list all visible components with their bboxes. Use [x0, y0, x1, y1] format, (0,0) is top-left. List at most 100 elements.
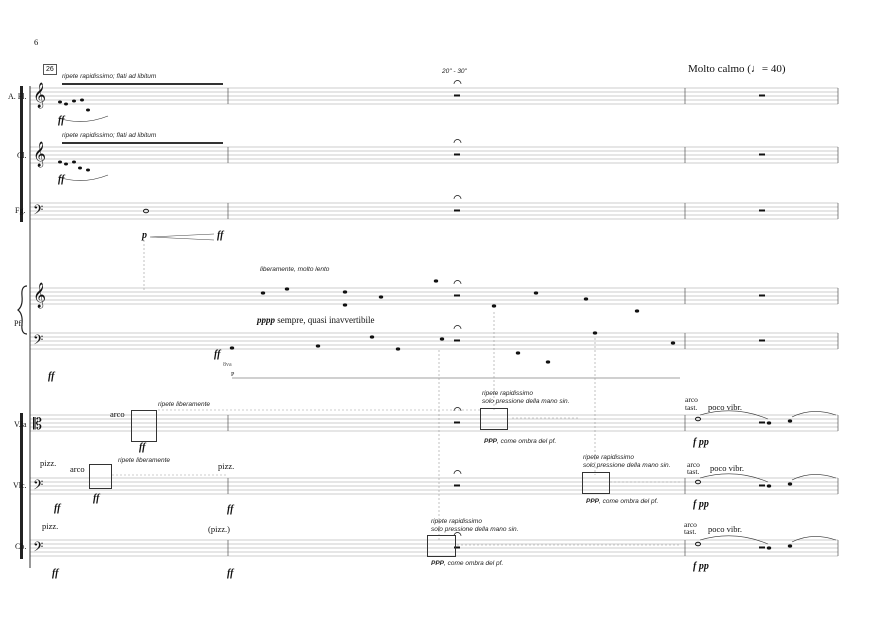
note-head	[80, 98, 84, 102]
piano-note	[378, 295, 384, 299]
half-note	[143, 208, 149, 214]
piano-note	[545, 360, 551, 364]
duration-marking: 20" - 30"	[442, 68, 467, 75]
vlc-fpp: f pp	[693, 499, 709, 510]
cb-dynamic1: ff	[52, 568, 59, 579]
vlc-dynamic1: ff	[54, 503, 61, 514]
cb-dynamic2: ff	[227, 568, 234, 579]
cb-repeat-line2: solo pressione della mano sin.	[431, 526, 519, 533]
whole-rest	[454, 421, 460, 424]
vla-repeat-line2: solo pressione della mano sin.	[482, 398, 570, 405]
clef-icon: 𝄢	[33, 539, 43, 558]
vlc-tast: tast.	[687, 467, 700, 476]
whole-rest	[759, 209, 765, 212]
whole-rest	[454, 484, 460, 487]
slur	[57, 174, 109, 181]
note-head	[64, 102, 68, 106]
rehearsal-mark: 26	[43, 64, 57, 75]
note-head	[72, 99, 76, 103]
vla-pressure-box	[480, 408, 508, 430]
dotted-quarter-note	[787, 419, 793, 423]
vlc-dynamic2: ff	[93, 493, 100, 504]
whole-rest	[454, 153, 460, 156]
half-note	[695, 479, 701, 485]
clef-icon: 𝄞	[33, 141, 46, 167]
piano-direction: liberamente, molto lento	[260, 266, 330, 273]
tie	[699, 473, 769, 483]
tie	[699, 410, 769, 420]
vlc-repeat-box	[89, 464, 112, 489]
fg-dynamic-end: ff	[217, 230, 224, 241]
tie	[791, 474, 837, 481]
vla-vibr: poco vibr.	[708, 402, 742, 412]
piano-note	[284, 287, 290, 291]
cb-arco2: arco	[684, 520, 697, 529]
piano-note	[592, 331, 598, 335]
piano-note	[395, 347, 401, 351]
afl-dynamic: ff	[58, 115, 65, 126]
page-number: 6	[34, 37, 39, 47]
piano-note	[439, 337, 445, 341]
vla-ppp: PPP	[484, 438, 498, 445]
piano-note	[260, 291, 266, 295]
dotted-quarter-note	[787, 544, 793, 548]
piano-brace	[17, 285, 28, 335]
vla-shadow-text: , come ombra del pf.	[497, 438, 557, 445]
piano-bass-dynamic-start: ff	[48, 371, 55, 382]
cb-repeat-line1: ripete rapidissimo	[431, 518, 482, 525]
fg-dynamic-start: p	[142, 230, 147, 241]
half-note	[695, 416, 701, 422]
instrument-label-viola: V.la	[14, 420, 27, 429]
vla-direction: ripete liberamente	[158, 401, 211, 408]
piano-note	[533, 291, 539, 295]
piano-expression: pppp sempre, quasi inavvertibile	[257, 316, 374, 325]
tempo-marking: Molto calmo (♩= 40)	[688, 63, 786, 75]
vlc-dynamic3: ff	[227, 504, 234, 515]
note-head	[86, 168, 90, 172]
winds-bracket	[20, 86, 23, 222]
instrument-label-alto-flute: A. Fl.	[8, 92, 27, 101]
instrument-label-bassoon: Fg.	[15, 206, 26, 215]
whole-rest	[759, 153, 765, 156]
piano-note	[583, 297, 589, 301]
slur	[57, 115, 109, 122]
vlc-ppp: PPP	[586, 498, 600, 505]
piano-note	[491, 304, 497, 308]
cb-fpp: f pp	[693, 561, 709, 572]
ottava-marking: 8va	[223, 362, 232, 368]
dotted-quarter-note	[787, 482, 793, 486]
whole-rest	[759, 294, 765, 297]
piano-note	[229, 346, 235, 350]
fermata-icon	[453, 80, 462, 85]
vlc-pizz: pizz.	[40, 458, 57, 468]
piano-dynamic: pppp	[257, 315, 275, 325]
instrument-label-piano: Pf.	[14, 319, 24, 328]
vlc-shadow-text: , come ombra del pf.	[599, 498, 659, 505]
vla-fpp: f pp	[693, 437, 709, 448]
whole-rest	[454, 209, 460, 212]
whole-rest	[454, 546, 460, 549]
instrument-label-clarinet: Cl.	[17, 151, 27, 160]
piano-expression-text: sempre, quasi inavvertibile	[277, 315, 375, 325]
pedal-marking: P	[231, 372, 235, 378]
crescendo-hairpin	[149, 233, 215, 241]
clef-icon: 𝄞	[33, 282, 46, 308]
fermata-icon	[453, 407, 462, 412]
note-head	[58, 160, 62, 164]
fermata-icon	[453, 325, 462, 330]
clef-icon: 𝄢	[33, 477, 43, 496]
whole-rest	[759, 421, 765, 424]
vlc-vibr: poco vibr.	[710, 463, 744, 473]
fermata-icon	[453, 139, 462, 144]
cl-direction: ripete rapidissimo; flati ad libitum	[62, 132, 157, 139]
vla-shadow: PPP, come ombra del pf.	[484, 438, 557, 446]
cl-dynamic: ff	[58, 174, 65, 185]
whole-rest	[759, 546, 765, 549]
cb-shadow: PPP, come ombra del pf.	[431, 560, 503, 568]
clef-icon: 𝄞	[33, 82, 46, 108]
fermata-icon	[453, 470, 462, 475]
vlc-repeat-line1: ripete rapidissimo	[583, 454, 634, 461]
vla-arco: arco	[110, 409, 125, 419]
